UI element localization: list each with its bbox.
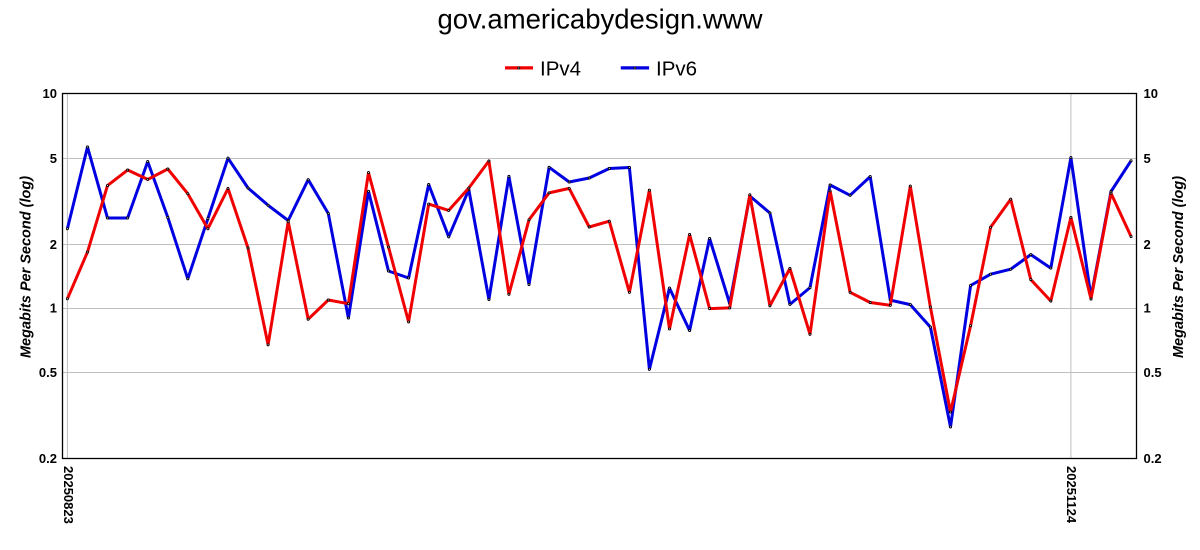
svg-text:2: 2 xyxy=(50,237,57,252)
svg-text:0.5: 0.5 xyxy=(1144,365,1162,380)
svg-text:IPv4: IPv4 xyxy=(540,58,581,81)
svg-text:1: 1 xyxy=(50,301,57,316)
svg-text:Megabits Per Second (log): Megabits Per Second (log) xyxy=(1171,176,1187,358)
svg-text:1: 1 xyxy=(1144,301,1151,316)
svg-text:2: 2 xyxy=(1144,237,1151,252)
svg-text:0.5: 0.5 xyxy=(39,365,57,380)
svg-text:0.2: 0.2 xyxy=(39,451,57,466)
svg-text:IPv6: IPv6 xyxy=(656,58,697,81)
svg-text:Megabits Per Second (log): Megabits Per Second (log) xyxy=(19,176,35,358)
svg-text:5: 5 xyxy=(50,151,57,166)
svg-text:20251124: 20251124 xyxy=(1064,466,1079,524)
svg-text:10: 10 xyxy=(43,86,57,101)
svg-text:gov.americabydesign.www: gov.americabydesign.www xyxy=(437,4,762,35)
svg-text:10: 10 xyxy=(1144,86,1158,101)
svg-text:5: 5 xyxy=(1144,151,1151,166)
svg-text:0.2: 0.2 xyxy=(1144,451,1162,466)
svg-text:20250823: 20250823 xyxy=(61,466,76,524)
